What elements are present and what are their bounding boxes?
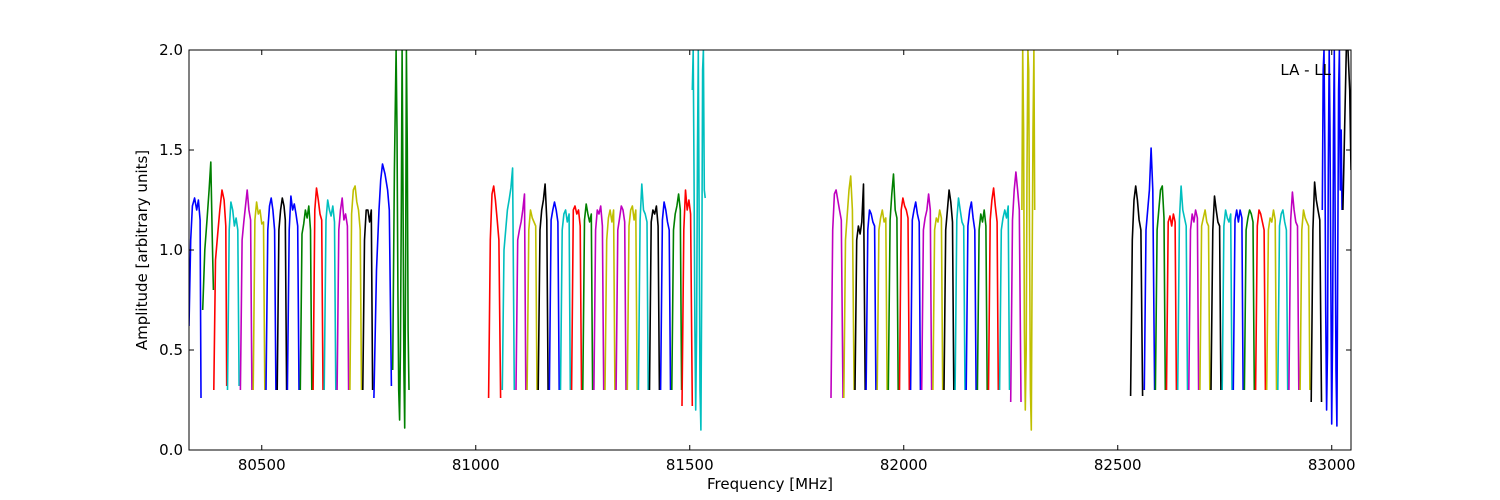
series-line	[1288, 191, 1300, 391]
series-line	[1129, 185, 1144, 397]
series-line	[691, 50, 706, 431]
series-line	[998, 205, 1011, 391]
series-line	[615, 205, 627, 391]
series-line	[226, 201, 240, 391]
series-line	[954, 197, 966, 391]
series-line	[336, 197, 350, 391]
series-line	[1232, 209, 1244, 391]
series-line	[876, 209, 888, 391]
series-line	[1021, 50, 1036, 431]
series-line	[286, 195, 300, 391]
x-tick-label: 83000	[1308, 456, 1356, 474]
series-line	[391, 50, 410, 429]
series-line	[312, 187, 324, 391]
series-line	[1154, 185, 1167, 391]
series-layer	[189, 50, 1351, 431]
y-tick-label: 1.0	[159, 241, 183, 259]
x-tick-label: 81500	[666, 456, 714, 474]
x-tick-label: 82500	[1094, 456, 1142, 474]
series-line	[920, 193, 933, 391]
baseline-annotation: LA - LL	[1280, 61, 1331, 79]
series-line	[604, 209, 616, 391]
y-axis-label: Amplitude [arbitrary units]	[133, 150, 151, 350]
series-line	[1254, 209, 1267, 391]
series-line	[648, 205, 661, 391]
series-line	[1342, 50, 1351, 211]
series-line	[548, 201, 560, 391]
y-axis: 0.0 0.5 1.0 1.5 2.0	[159, 41, 1351, 459]
series-line	[854, 183, 866, 391]
series-line	[299, 205, 313, 391]
y-tick-label: 2.0	[159, 41, 183, 59]
series-line	[987, 187, 1000, 391]
x-tick-label: 80500	[238, 456, 286, 474]
series-line	[1143, 147, 1156, 391]
series-line	[582, 203, 594, 391]
series-line	[965, 201, 977, 391]
series-line	[681, 189, 694, 407]
series-line	[830, 189, 844, 399]
y-tick-label: 1.5	[159, 141, 183, 159]
y-tick-label: 0.5	[159, 341, 183, 359]
series-line	[265, 197, 277, 391]
series-line	[637, 183, 649, 391]
series-line	[570, 205, 583, 391]
series-line	[559, 209, 572, 391]
series-line	[537, 183, 549, 391]
y-tick-label: 0.0	[159, 441, 183, 459]
series-line	[1009, 171, 1022, 403]
series-line	[659, 201, 672, 391]
x-axis: 80500 81000 81500 82000 82500 83000	[238, 50, 1356, 474]
series-line	[1165, 213, 1178, 391]
series-line	[501, 167, 516, 391]
series-line	[932, 209, 944, 391]
x-tick-label: 82000	[880, 456, 928, 474]
series-line	[593, 205, 605, 391]
series-line	[843, 175, 855, 399]
x-axis-label: Frequency [MHz]	[707, 475, 833, 493]
series-line	[976, 209, 988, 391]
series-line	[213, 189, 228, 391]
series-line	[1221, 209, 1233, 391]
series-line	[515, 193, 527, 391]
series-line	[526, 209, 538, 391]
series-line	[1265, 209, 1278, 391]
series-line	[898, 197, 911, 391]
series-line	[1277, 209, 1289, 391]
series-line	[909, 201, 922, 391]
series-line	[349, 185, 363, 391]
series-line	[626, 205, 638, 391]
series-line	[1199, 209, 1211, 391]
series-line	[362, 209, 374, 391]
series-line	[373, 163, 393, 399]
series-line	[1188, 209, 1200, 391]
series-line	[1310, 181, 1323, 403]
x-tick-label: 81000	[452, 456, 500, 474]
series-line	[487, 185, 502, 399]
series-line	[252, 201, 266, 391]
series-line	[1299, 209, 1311, 391]
series-line	[323, 199, 337, 391]
series-line	[865, 209, 877, 391]
series-line	[887, 173, 899, 391]
series-line	[1176, 185, 1189, 391]
series-line	[201, 161, 215, 311]
series-line	[189, 197, 202, 399]
series-line	[1321, 50, 1343, 427]
series-line	[276, 197, 288, 391]
series-line	[943, 189, 955, 391]
series-line	[1210, 195, 1222, 391]
series-line	[1243, 209, 1256, 391]
series-line	[671, 193, 683, 391]
series-line	[239, 189, 253, 391]
